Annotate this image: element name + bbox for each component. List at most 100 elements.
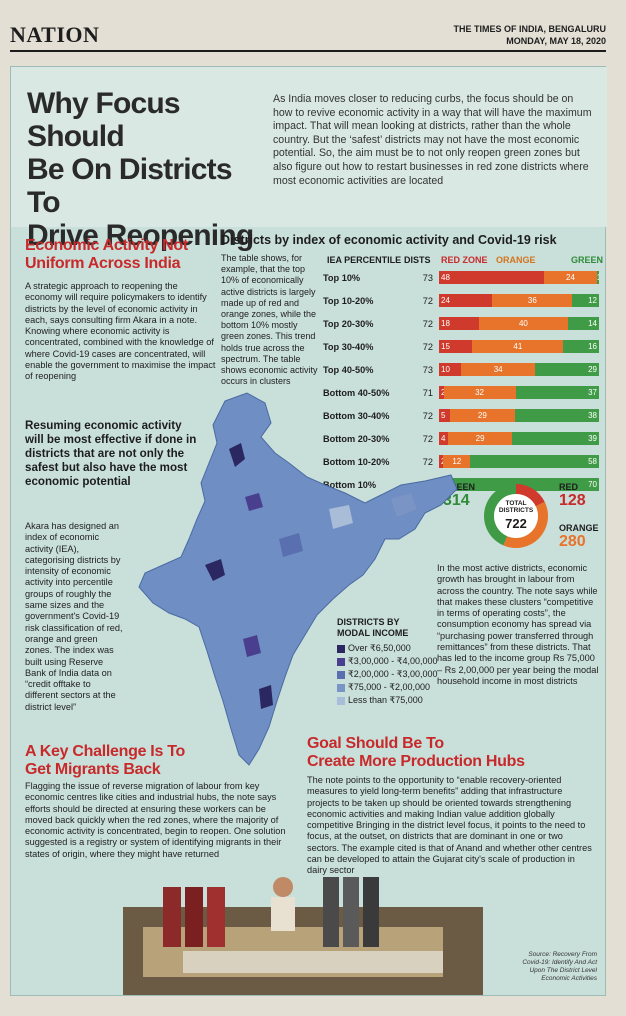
infographic-panel: Why Focus Should Be On Districts To Driv… [10, 66, 607, 996]
photo-fabric-roll [183, 951, 443, 973]
legend-swatch [337, 645, 345, 653]
photo-spool [323, 877, 339, 947]
bar-segment-orange: 29 [447, 432, 513, 445]
col-header-green: GREEN [571, 255, 604, 265]
row-label: Top 40-50% [323, 365, 374, 375]
photo-spool [343, 877, 359, 947]
row-label: Bottom 20-30% [323, 434, 390, 444]
bar-segment-orange: 34 [460, 363, 536, 376]
donut-slice-orange [503, 501, 548, 548]
col-header-dists: DISTS [404, 255, 431, 265]
main-title-line: Be On Districts To [27, 153, 233, 219]
region-income-band-2-south [243, 635, 261, 657]
photo-spool [185, 887, 203, 947]
photo-worker-body [271, 897, 295, 931]
photo-worker-head [273, 877, 293, 897]
region-high-income-north [229, 443, 245, 467]
bar-segment-red: 2 [439, 386, 444, 399]
income-legend: Over ₹6,50,000 ₹3,00,000 - ₹4,00,000 ₹2,00… [337, 643, 438, 708]
source-line: Covid-19: Identify And Act [522, 959, 597, 966]
india-map [138, 392, 458, 766]
legend-label: ₹3,00,000 - ₹4,00,000 [348, 656, 438, 666]
legend-item: ₹2,00,000 - ₹3,00,000 [337, 669, 438, 682]
legend-swatch [337, 684, 345, 692]
bar-segment-green: 39 [512, 432, 599, 445]
legend-item: Less than ₹75,000 [337, 695, 438, 708]
india-outline [138, 392, 458, 766]
bar-segment-orange: 32 [443, 386, 516, 399]
bar-segment-orange: 29 [450, 409, 515, 422]
section-label: NATION [10, 22, 100, 47]
table-row: Bottom 30-40% 72 5 29 38 [323, 409, 601, 425]
legend-swatch [337, 671, 345, 679]
zone-bar: 5 29 38 [439, 409, 599, 422]
col-header-percentile: IEA PERCENTILE [327, 255, 402, 265]
section2-heading-line: A Key Challenge Is To [25, 743, 185, 760]
factory-photo [123, 877, 483, 995]
section2-body: Flagging the issue of reverse migration … [25, 781, 286, 859]
bar-segment-green: 37 [515, 386, 599, 399]
region-high-income-west [205, 559, 225, 581]
legend-title-line: DISTRICTS BY [337, 617, 400, 627]
source-line: Economic Activities [541, 975, 597, 982]
donut-total-value: 722 [505, 516, 527, 531]
legend-item: ₹75,000 - ₹2,00,000 [337, 682, 438, 695]
donut-hole [494, 494, 538, 538]
donut-orange-label: ORANGE [559, 523, 599, 533]
zone-bar: 24 36 12 [439, 294, 599, 307]
donut-red-value: 128 [559, 492, 586, 509]
bar-segment-red: 15 [439, 340, 473, 353]
bar-segment-green: 12 [572, 294, 599, 307]
bar-segment-red: 5 [439, 409, 451, 422]
section3-heading: Goal Should Be To Create More Production… [307, 735, 597, 771]
row-label: Bottom 30-40% [323, 411, 390, 421]
region-high-income-south [259, 685, 273, 709]
photo-spool [207, 887, 225, 947]
bar-segment-orange: 41 [472, 340, 564, 353]
masthead: NATION THE TIMES OF INDIA, BENGALURU MON… [10, 22, 606, 52]
main-title-line: Why Focus Should [27, 87, 181, 153]
table-row: Top 40-50% 73 10 34 29 [323, 363, 601, 379]
donut-orange-value: 280 [559, 533, 586, 550]
legend-swatch [337, 697, 345, 705]
table-note: The table shows, for example, that the t… [221, 253, 318, 387]
row-dists: 72 [422, 434, 433, 444]
bar-segment-orange: 40 [479, 317, 568, 330]
bar-segment-green: 16 [563, 340, 599, 353]
photo-spool [163, 887, 181, 947]
source-credit: Source: Recovery From Covid-19: Identify… [501, 951, 597, 983]
section2-heading-line: Get Migrants Back [25, 761, 161, 778]
bar-segment-orange: 36 [492, 294, 573, 307]
zone-bar: 18 40 14 [439, 317, 599, 330]
section1-lead: Resuming economic activity will be most … [25, 419, 197, 488]
legend-title: DISTRICTS BY MODAL INCOME [337, 617, 408, 639]
row-dists: 73 [422, 365, 433, 375]
bar-segment-red: 18 [439, 317, 479, 330]
bar-segment-red: 4 [439, 432, 448, 445]
bar-segment-orange: 24 [544, 271, 597, 284]
legend-label: Over ₹6,50,000 [348, 643, 411, 653]
intro-text: As India moves closer to reducing curbs,… [273, 93, 592, 187]
row-label: Top 10-20% [323, 296, 374, 306]
donut-red-label: RED [559, 482, 579, 492]
donut-slice-red [516, 484, 545, 507]
donut-slice-green [484, 484, 516, 546]
row-label: Bottom 10% [323, 480, 377, 490]
table-row: Top 30-40% 72 15 41 16 [323, 340, 601, 356]
row-label: Top 30-40% [323, 342, 374, 352]
main-title: Why Focus Should Be On Districts To Driv… [27, 87, 267, 252]
bar-segment-green: 14 [567, 317, 599, 330]
table-row: Top 10-20% 72 24 36 12 [323, 294, 601, 310]
section1-heading-line: Uniform Across India [25, 255, 181, 272]
bar-segment-orange: 12 [443, 455, 471, 468]
zone-bar: 15 41 16 [439, 340, 599, 353]
row-dists: 72 [422, 296, 433, 306]
table-row: Bottom 40-50% 71 2 32 37 [323, 386, 601, 402]
paper-name: THE TIMES OF INDIA, BENGALURU [453, 24, 607, 34]
photo-spool [363, 877, 379, 947]
zone-bar: 4 29 39 [439, 432, 599, 445]
table-row: Bottom 20-30% 72 4 29 39 [323, 432, 601, 448]
row-label: Top 20-30% [323, 319, 374, 329]
legend-title-line: MODAL INCOME [337, 628, 409, 638]
